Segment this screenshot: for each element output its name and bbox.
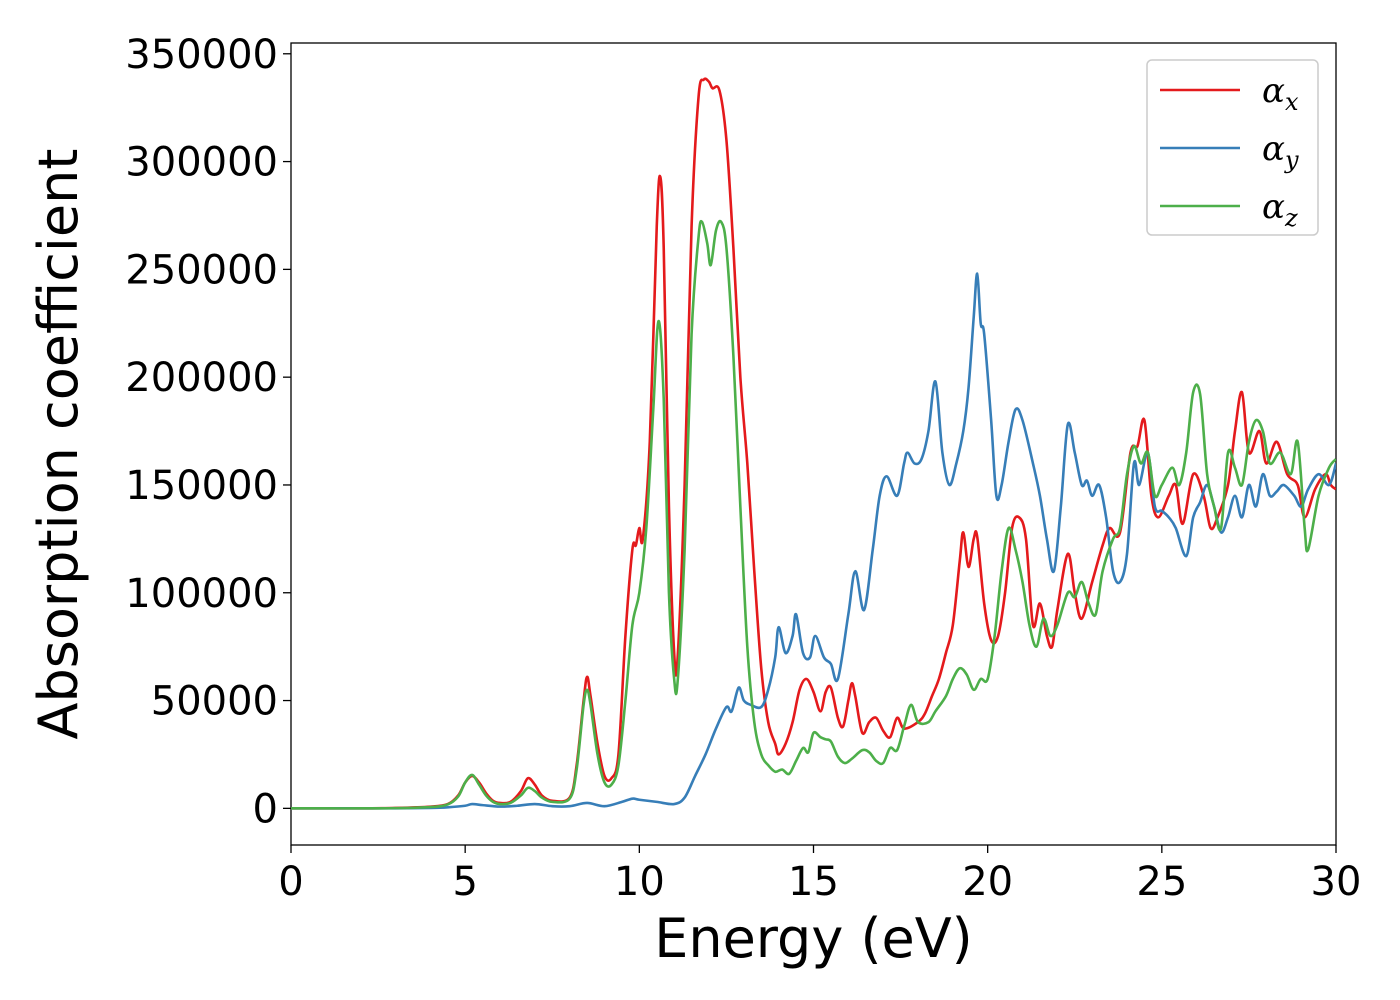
series-layer bbox=[291, 77, 1336, 810]
y-axis: 0 50000 100000 150000 200000 250000 300000 3500… bbox=[125, 32, 291, 832]
y-axis-label: Absorption coefficient bbox=[27, 149, 90, 740]
x-tick-label: 25 bbox=[1136, 859, 1187, 905]
legend-label-alpha-z: αz bbox=[1262, 187, 1298, 232]
legend-symbol: α bbox=[1262, 187, 1285, 227]
legend-label-alpha-y: αy bbox=[1262, 129, 1299, 174]
series-line-alpha-x bbox=[291, 77, 1336, 810]
x-tick-label: 20 bbox=[962, 859, 1013, 905]
y-tick-label: 0 bbox=[253, 786, 278, 832]
y-tick-label: 200000 bbox=[125, 355, 278, 401]
x-axis-label: Energy (eV) bbox=[654, 907, 973, 970]
series-line-alpha-y bbox=[291, 272, 1336, 810]
legend-subscript: x bbox=[1285, 88, 1299, 116]
y-tick-label: 100000 bbox=[125, 571, 278, 617]
y-tick-label: 150000 bbox=[125, 463, 278, 509]
x-tick-label: 10 bbox=[614, 859, 665, 905]
x-axis: 0 5 10 15 20 25 30 bbox=[278, 845, 1361, 905]
y-tick-label: 300000 bbox=[125, 140, 278, 186]
series-line-alpha-z bbox=[291, 219, 1336, 810]
x-tick-label: 0 bbox=[278, 859, 303, 905]
y-tick-label: 250000 bbox=[125, 247, 278, 293]
legend-symbol: α bbox=[1262, 129, 1285, 169]
x-tick-label: 5 bbox=[452, 859, 477, 905]
y-tick-label: 50000 bbox=[151, 679, 278, 725]
legend-label-alpha-x: αx bbox=[1262, 71, 1299, 116]
y-tick-label: 350000 bbox=[125, 32, 278, 78]
x-tick-label: 30 bbox=[1311, 859, 1362, 905]
x-tick-label: 15 bbox=[788, 859, 839, 905]
legend-subscript: y bbox=[1284, 146, 1299, 174]
legend-symbol: α bbox=[1262, 71, 1285, 111]
legend-subscript: z bbox=[1284, 204, 1298, 232]
